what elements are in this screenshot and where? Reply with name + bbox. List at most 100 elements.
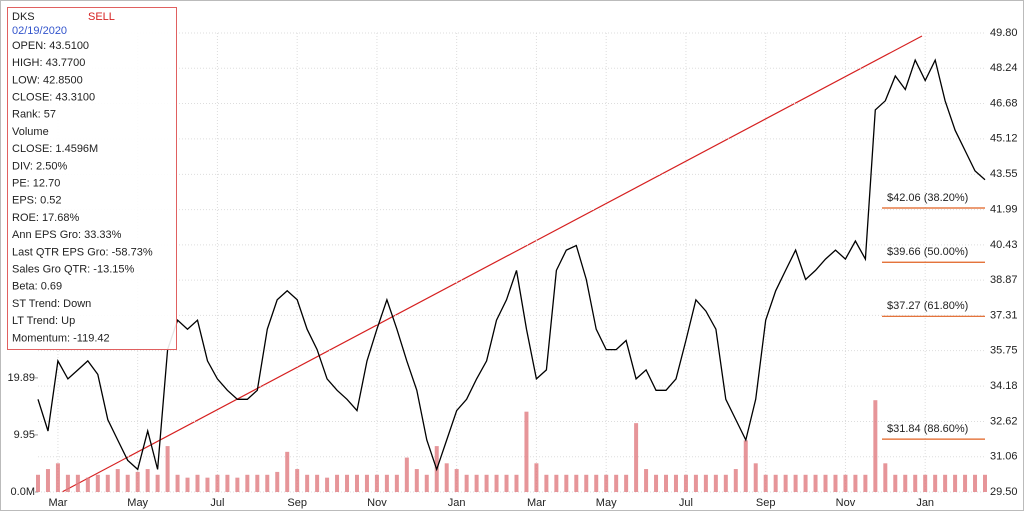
volume-bar xyxy=(753,463,758,492)
y-tick-label: 37.31 xyxy=(990,309,1018,321)
info-line: Rank: 57 xyxy=(12,109,56,121)
info-line: CLOSE: 43.3100 xyxy=(12,92,95,104)
volume-bar xyxy=(105,474,110,492)
volume-bar xyxy=(813,474,818,492)
volume-bar xyxy=(45,469,50,492)
y-tick-label: 35.75 xyxy=(990,345,1018,357)
volume-bar xyxy=(644,469,649,492)
volume-bar xyxy=(863,474,868,492)
y-tick-label: 32.62 xyxy=(990,415,1018,427)
volume-bar xyxy=(604,474,609,492)
volume-bar xyxy=(564,474,569,492)
volume-bar xyxy=(474,474,479,492)
info-line: Ann EPS Gro: 33.33% xyxy=(12,229,122,241)
y-tick-label: 38.87 xyxy=(990,274,1018,286)
y-tick-label: 40.43 xyxy=(990,239,1018,251)
y-tick-label: 41.99 xyxy=(990,203,1018,215)
volume-bar xyxy=(624,474,629,492)
info-line: Momentum: -119.42 xyxy=(12,332,110,344)
volume-bar xyxy=(693,474,698,492)
volume-bar xyxy=(275,471,280,492)
volume-bar xyxy=(75,474,80,492)
volume-bar xyxy=(873,400,878,492)
volume-bar xyxy=(215,474,220,492)
volume-bar xyxy=(345,474,350,492)
fib-label: $37.27 (61.80%) xyxy=(887,300,968,312)
fib-label: $42.06 (38.20%) xyxy=(887,192,968,204)
info-line: LT Trend: Up xyxy=(12,315,75,327)
volume-bar xyxy=(325,477,330,492)
volume-bar xyxy=(494,474,499,492)
volume-bar xyxy=(305,474,310,492)
volume-bar xyxy=(733,469,738,492)
volume-bar xyxy=(683,474,688,492)
info-box xyxy=(7,7,177,350)
info-line: Beta: 0.69 xyxy=(12,281,62,293)
volume-bar xyxy=(843,474,848,492)
volume-bar xyxy=(265,474,270,492)
info-line: DIV: 2.50% xyxy=(12,160,67,172)
y-tick-label: 31.06 xyxy=(990,451,1018,463)
volume-bar xyxy=(963,474,968,492)
volume-bar xyxy=(404,457,409,492)
info-line: OPEN: 43.5100 xyxy=(12,40,89,52)
info-line: LOW: 42.8500 xyxy=(12,74,83,86)
volume-bar xyxy=(374,474,379,492)
volume-bar xyxy=(125,474,130,492)
volume-bar xyxy=(295,469,300,492)
volume-bar xyxy=(574,474,579,492)
x-tick-label: Nov xyxy=(367,497,387,509)
volume-bar xyxy=(225,474,230,492)
volume-bar xyxy=(773,474,778,492)
volume-bar xyxy=(903,474,908,492)
x-tick-label: Sep xyxy=(756,497,776,509)
x-tick-label: Jan xyxy=(916,497,934,509)
volume-bar xyxy=(973,474,978,492)
volume-bar xyxy=(913,474,918,492)
info-line: Volume xyxy=(12,126,49,138)
volume-bar xyxy=(933,474,938,492)
volume-bar xyxy=(285,451,290,492)
x-tick-label: May xyxy=(596,497,617,509)
trend-line xyxy=(61,35,923,493)
volume-bar xyxy=(943,474,948,492)
y2-tick-label: 19.89 xyxy=(7,372,35,384)
volume-bar xyxy=(953,474,958,492)
info-line: ROE: 17.68% xyxy=(12,212,79,224)
volume-bar xyxy=(544,474,549,492)
y-tick-label: 29.50 xyxy=(990,486,1018,498)
x-tick-label: Sep xyxy=(287,497,307,509)
info-line: CLOSE: 1.4596M xyxy=(12,143,98,155)
volume-bar xyxy=(55,463,60,492)
volume-bar xyxy=(175,474,180,492)
volume-bar xyxy=(155,474,160,492)
symbol: DKS xyxy=(12,11,35,23)
volume-bar xyxy=(364,474,369,492)
volume-bar xyxy=(205,477,210,492)
info-line: Sales Gro QTR: -13.15% xyxy=(12,264,134,276)
y-tick-label: 48.24 xyxy=(990,62,1018,74)
volume-bar xyxy=(315,474,320,492)
fib-label: $31.84 (88.60%) xyxy=(887,423,968,435)
volume-bar xyxy=(235,477,240,492)
x-tick-label: Jul xyxy=(679,497,693,509)
volume-bar xyxy=(803,474,808,492)
x-tick-label: Mar xyxy=(48,497,67,509)
volume-bar xyxy=(614,474,619,492)
volume-bar xyxy=(195,474,200,492)
volume-bar xyxy=(484,474,489,492)
volume-bar xyxy=(634,423,639,492)
volume-bar xyxy=(833,474,838,492)
y-tick-label: 46.68 xyxy=(990,97,1018,109)
volume-bar xyxy=(703,474,708,492)
x-tick-label: Jul xyxy=(210,497,224,509)
volume-bar xyxy=(713,474,718,492)
volume-bar xyxy=(743,440,748,492)
y-tick-label: 45.12 xyxy=(990,133,1018,145)
y2-tick-label: 9.95 xyxy=(14,429,35,441)
x-tick-label: Jan xyxy=(448,497,466,509)
info-line: EPS: 0.52 xyxy=(12,195,62,207)
volume-bar xyxy=(893,474,898,492)
info-line: ST Trend: Down xyxy=(12,298,91,310)
